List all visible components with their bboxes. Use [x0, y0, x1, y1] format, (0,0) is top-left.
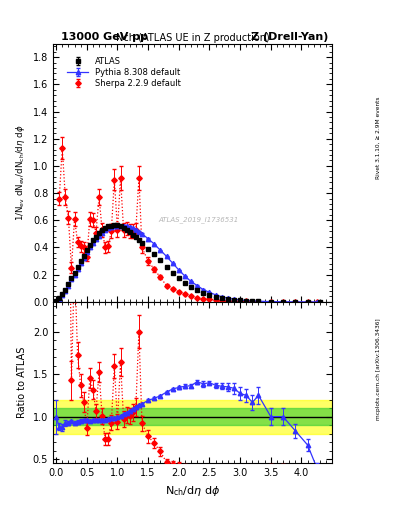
Text: mcplots.cern.ch [arXiv:1306.3436]: mcplots.cern.ch [arXiv:1306.3436] [376, 318, 380, 419]
Text: Rivet 3.1.10, ≥ 2.9M events: Rivet 3.1.10, ≥ 2.9M events [376, 97, 380, 180]
Title: Nch (ATLAS UE in Z production): Nch (ATLAS UE in Z production) [116, 33, 270, 42]
Legend: ATLAS, Pythia 8.308 default, Sherpa 2.2.9 default: ATLAS, Pythia 8.308 default, Sherpa 2.2.… [66, 55, 182, 90]
Text: ATLAS_2019_I1736531: ATLAS_2019_I1736531 [158, 216, 238, 223]
Text: 13000 GeV pp: 13000 GeV pp [61, 32, 148, 42]
Text: Z (Drell-Yan): Z (Drell-Yan) [251, 32, 328, 42]
Y-axis label: Ratio to ATLAS: Ratio to ATLAS [17, 347, 27, 418]
X-axis label: N$_\mathregular{ch}$/d$\eta$ d$\phi$: N$_\mathregular{ch}$/d$\eta$ d$\phi$ [165, 484, 220, 498]
Bar [53, 400, 332, 434]
Y-axis label: 1/N$_\mathregular{ev}$ dN$_\mathregular{ev}$/dN$_\mathregular{ch}$/d$\eta$ d$\ph: 1/N$_\mathregular{ev}$ dN$_\mathregular{… [14, 124, 27, 221]
Bar [53, 408, 332, 425]
